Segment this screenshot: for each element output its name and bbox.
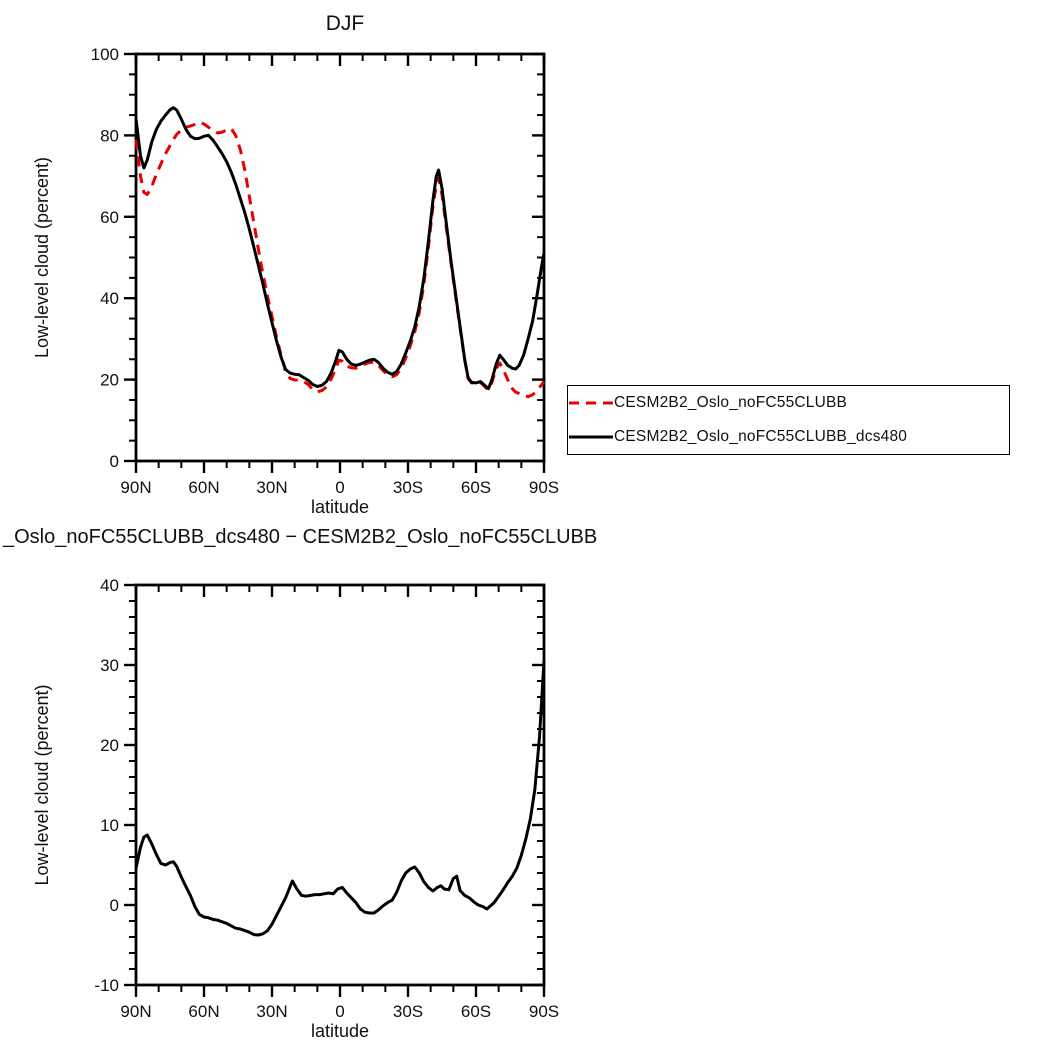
black-solid-line-sample [569, 435, 613, 439]
svg-text:90N: 90N [120, 1002, 151, 1021]
svg-text:30: 30 [100, 656, 119, 675]
red-dashed-line-sample [569, 401, 613, 405]
svg-text:20: 20 [100, 371, 119, 390]
svg-text:40: 40 [100, 576, 119, 595]
svg-text:30S: 30S [393, 478, 423, 497]
svg-text:90S: 90S [529, 478, 559, 497]
svg-text:DJF: DJF [326, 12, 365, 35]
svg-text:60N: 60N [188, 478, 219, 497]
svg-text:60S: 60S [461, 1002, 491, 1021]
svg-text:30S: 30S [393, 1002, 423, 1021]
svg-text:10: 10 [100, 816, 119, 835]
legend-entry-dcs480: CESM2B2_Oslo_noFC55CLUBB_dcs480 [568, 421, 1009, 453]
legend-label: CESM2B2_Oslo_noFC55CLUBB [614, 394, 848, 412]
svg-text:20: 20 [100, 736, 119, 755]
svg-text:latitude: latitude [311, 497, 369, 517]
svg-text:60N: 60N [188, 1002, 219, 1021]
svg-text:90S: 90S [529, 1002, 559, 1021]
svg-text:Low-level cloud (percent): Low-level cloud (percent) [32, 157, 52, 358]
svg-text:60S: 60S [461, 478, 491, 497]
svg-text:0: 0 [110, 896, 119, 915]
svg-text:40: 40 [100, 289, 119, 308]
svg-text:80: 80 [100, 126, 119, 145]
svg-text:0: 0 [335, 478, 344, 497]
svg-text:_Oslo_noFC55CLUBB_dcs480 − CES: _Oslo_noFC55CLUBB_dcs480 − CESM2B2_Oslo_… [2, 526, 597, 548]
legend-label: CESM2B2_Oslo_noFC55CLUBB_dcs480 [614, 427, 908, 445]
svg-text:60: 60 [100, 208, 119, 227]
legend-entry-noFC55CLUBB: CESM2B2_Oslo_noFC55CLUBB [568, 387, 1009, 419]
svg-text:30N: 30N [256, 1002, 287, 1021]
svg-text:0: 0 [110, 452, 119, 471]
svg-text:90N: 90N [120, 478, 151, 497]
svg-text:0: 0 [335, 1002, 344, 1021]
svg-text:-10: -10 [94, 976, 119, 995]
legend-box: CESM2B2_Oslo_noFC55CLUBB CESM2B2_Oslo_no… [567, 385, 1010, 455]
svg-text:latitude: latitude [311, 1021, 369, 1041]
svg-text:100: 100 [91, 45, 119, 64]
svg-text:Low-level cloud (percent): Low-level cloud (percent) [32, 684, 52, 885]
svg-text:30N: 30N [256, 478, 287, 497]
